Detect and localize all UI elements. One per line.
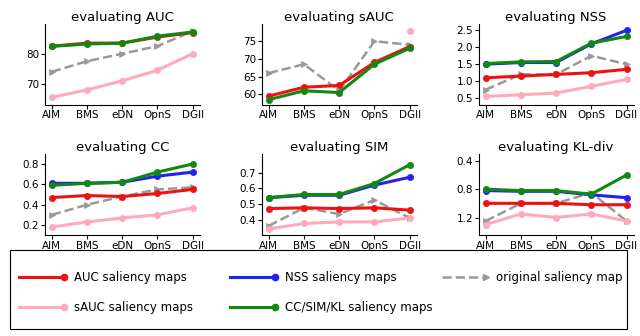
Title: evaluating AUC: evaluating AUC	[71, 10, 173, 24]
Title: evaluating CC: evaluating CC	[76, 141, 169, 154]
Text: NSS saliency maps: NSS saliency maps	[285, 271, 396, 284]
Title: evaluating KL-div: evaluating KL-div	[499, 141, 614, 154]
Title: evaluating SIM: evaluating SIM	[290, 141, 388, 154]
Text: CC/SIM/KL saliency maps: CC/SIM/KL saliency maps	[285, 301, 433, 314]
Title: evaluating sAUC: evaluating sAUC	[284, 10, 394, 24]
Text: AUC saliency maps: AUC saliency maps	[74, 271, 186, 284]
Title: evaluating NSS: evaluating NSS	[506, 10, 607, 24]
Text: original saliency map: original saliency map	[496, 271, 623, 284]
Text: sAUC saliency maps: sAUC saliency maps	[74, 301, 193, 314]
